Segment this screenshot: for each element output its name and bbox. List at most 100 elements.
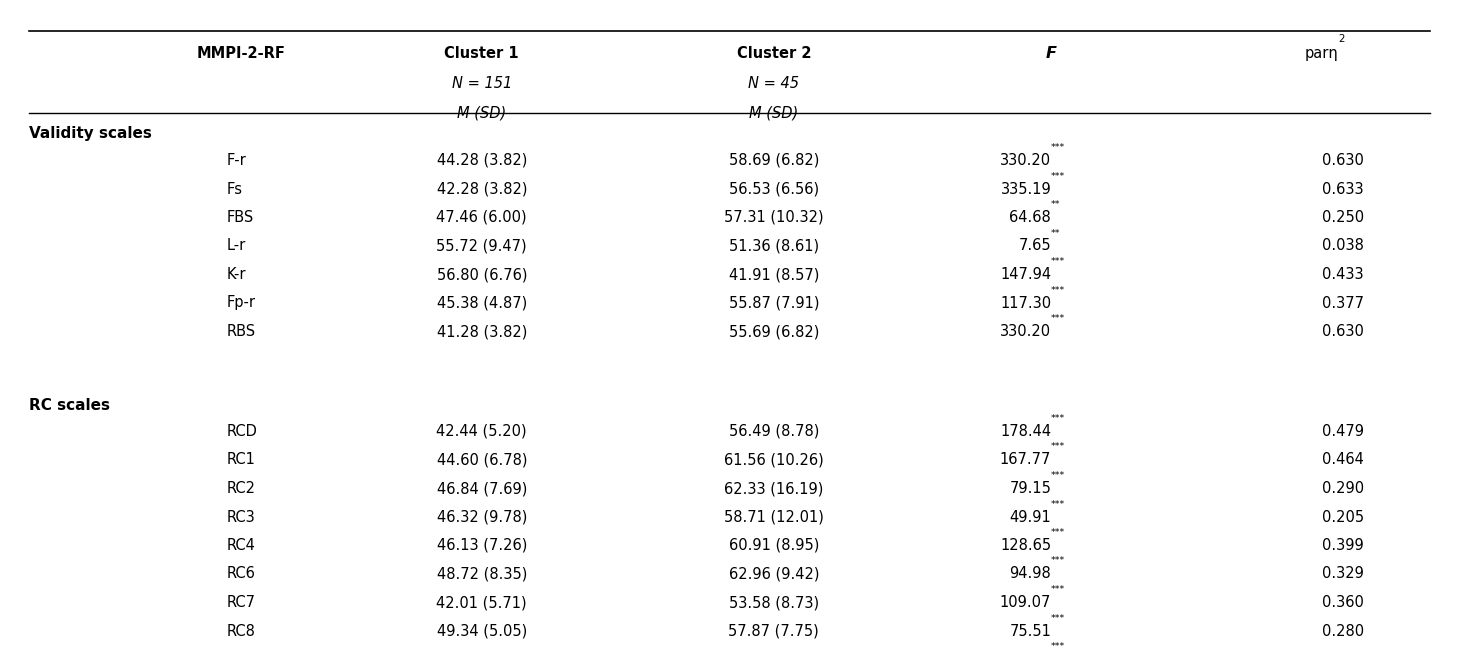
Text: 42.28 (3.82): 42.28 (3.82): [437, 182, 527, 197]
Text: 0.479: 0.479: [1323, 424, 1364, 439]
Text: 2: 2: [1339, 34, 1345, 44]
Text: ***: ***: [1051, 613, 1066, 622]
Text: 46.13 (7.26): 46.13 (7.26): [437, 538, 527, 553]
Text: RC2: RC2: [226, 481, 256, 496]
Text: Cluster 1: Cluster 1: [444, 46, 520, 61]
Text: N = 45: N = 45: [749, 76, 799, 91]
Text: RC scales: RC scales: [29, 398, 110, 413]
Text: 51.36 (8.61): 51.36 (8.61): [729, 238, 819, 253]
Text: ***: ***: [1051, 286, 1066, 294]
Text: 41.91 (8.57): 41.91 (8.57): [729, 267, 819, 282]
Text: 178.44: 178.44: [1000, 424, 1051, 439]
Text: Fp-r: Fp-r: [226, 296, 256, 311]
Text: 55.69 (6.82): 55.69 (6.82): [729, 324, 819, 339]
Text: RC8: RC8: [226, 624, 256, 639]
Text: ***: ***: [1051, 499, 1066, 508]
Text: L-r: L-r: [226, 238, 245, 253]
Text: 56.80 (6.76): 56.80 (6.76): [437, 267, 527, 282]
Text: 0.633: 0.633: [1323, 182, 1364, 197]
Text: 55.72 (9.47): 55.72 (9.47): [437, 238, 527, 253]
Text: **: **: [1051, 200, 1061, 209]
Text: 0.280: 0.280: [1323, 624, 1364, 639]
Text: 335.19: 335.19: [1000, 182, 1051, 197]
Text: 0.205: 0.205: [1323, 510, 1364, 525]
Text: Fs: Fs: [226, 182, 242, 197]
Text: 44.60 (6.78): 44.60 (6.78): [437, 452, 527, 467]
Text: RC1: RC1: [226, 452, 256, 467]
Text: 0.399: 0.399: [1323, 538, 1364, 553]
Text: 79.15: 79.15: [1009, 481, 1051, 496]
Text: RC7: RC7: [226, 595, 256, 610]
Text: ***: ***: [1051, 314, 1066, 323]
Text: 58.69 (6.82): 58.69 (6.82): [729, 153, 819, 168]
Text: 42.44 (5.20): 42.44 (5.20): [437, 424, 527, 439]
Text: F: F: [1045, 46, 1057, 61]
Text: ***: ***: [1051, 257, 1066, 266]
Text: 45.38 (4.87): 45.38 (4.87): [437, 296, 527, 311]
Text: 128.65: 128.65: [1000, 538, 1051, 553]
Text: 75.51: 75.51: [1009, 624, 1051, 639]
Text: 56.49 (8.78): 56.49 (8.78): [729, 424, 819, 439]
Text: 0.377: 0.377: [1323, 296, 1364, 311]
Text: 0.630: 0.630: [1323, 153, 1364, 168]
Text: 62.33 (16.19): 62.33 (16.19): [724, 481, 823, 496]
Text: ***: ***: [1051, 642, 1066, 651]
Text: M (SD): M (SD): [749, 106, 799, 121]
Text: Cluster 2: Cluster 2: [736, 46, 812, 61]
Text: RC3: RC3: [226, 510, 256, 525]
Text: 0.290: 0.290: [1323, 481, 1364, 496]
Text: ***: ***: [1051, 528, 1066, 537]
Text: ***: ***: [1051, 557, 1066, 566]
Text: 117.30: 117.30: [1000, 296, 1051, 311]
Text: ***: ***: [1051, 171, 1066, 180]
Text: ***: ***: [1051, 414, 1066, 423]
Text: MMPI-2-RF: MMPI-2-RF: [197, 46, 286, 61]
Text: ***: ***: [1051, 585, 1066, 594]
Text: 49.34 (5.05): 49.34 (5.05): [437, 624, 527, 639]
Text: N = 151: N = 151: [451, 76, 512, 91]
Text: 57.31 (10.32): 57.31 (10.32): [724, 210, 823, 225]
Text: parη: parη: [1304, 46, 1339, 61]
Text: ***: ***: [1051, 471, 1066, 480]
Text: RC6: RC6: [226, 566, 256, 581]
Text: 47.46 (6.00): 47.46 (6.00): [437, 210, 527, 225]
Text: 56.53 (6.56): 56.53 (6.56): [729, 182, 819, 197]
Text: 0.464: 0.464: [1323, 452, 1364, 467]
Text: 57.87 (7.75): 57.87 (7.75): [729, 624, 819, 639]
Text: 7.65: 7.65: [1019, 238, 1051, 253]
Text: Validity scales: Validity scales: [29, 126, 152, 141]
Text: 46.32 (9.78): 46.32 (9.78): [437, 510, 527, 525]
Text: 0.329: 0.329: [1323, 566, 1364, 581]
Text: RC4: RC4: [226, 538, 256, 553]
Text: ***: ***: [1051, 143, 1066, 152]
Text: ***: ***: [1051, 443, 1066, 452]
Text: 44.28 (3.82): 44.28 (3.82): [437, 153, 527, 168]
Text: K-r: K-r: [226, 267, 245, 282]
Text: 42.01 (5.71): 42.01 (5.71): [437, 595, 527, 610]
Text: 0.630: 0.630: [1323, 324, 1364, 339]
Text: 48.72 (8.35): 48.72 (8.35): [437, 566, 527, 581]
Text: 0.038: 0.038: [1323, 238, 1364, 253]
Text: 53.58 (8.73): 53.58 (8.73): [729, 595, 819, 610]
Text: RCD: RCD: [226, 424, 257, 439]
Text: 55.87 (7.91): 55.87 (7.91): [729, 296, 819, 311]
Text: 147.94: 147.94: [1000, 267, 1051, 282]
Text: 58.71 (12.01): 58.71 (12.01): [724, 510, 823, 525]
Text: F-r: F-r: [226, 153, 247, 168]
Text: 0.360: 0.360: [1323, 595, 1364, 610]
Text: 94.98: 94.98: [1009, 566, 1051, 581]
Text: 330.20: 330.20: [1000, 324, 1051, 339]
Text: FBS: FBS: [226, 210, 254, 225]
Text: 109.07: 109.07: [1000, 595, 1051, 610]
Text: 64.68: 64.68: [1009, 210, 1051, 225]
Text: 61.56 (10.26): 61.56 (10.26): [724, 452, 823, 467]
Text: 62.96 (9.42): 62.96 (9.42): [729, 566, 819, 581]
Text: 167.77: 167.77: [1000, 452, 1051, 467]
Text: 0.433: 0.433: [1323, 267, 1364, 282]
Text: 330.20: 330.20: [1000, 153, 1051, 168]
Text: 60.91 (8.95): 60.91 (8.95): [729, 538, 819, 553]
Text: 49.91: 49.91: [1009, 510, 1051, 525]
Text: 46.84 (7.69): 46.84 (7.69): [437, 481, 527, 496]
Text: 0.250: 0.250: [1323, 210, 1364, 225]
Text: 41.28 (3.82): 41.28 (3.82): [437, 324, 527, 339]
